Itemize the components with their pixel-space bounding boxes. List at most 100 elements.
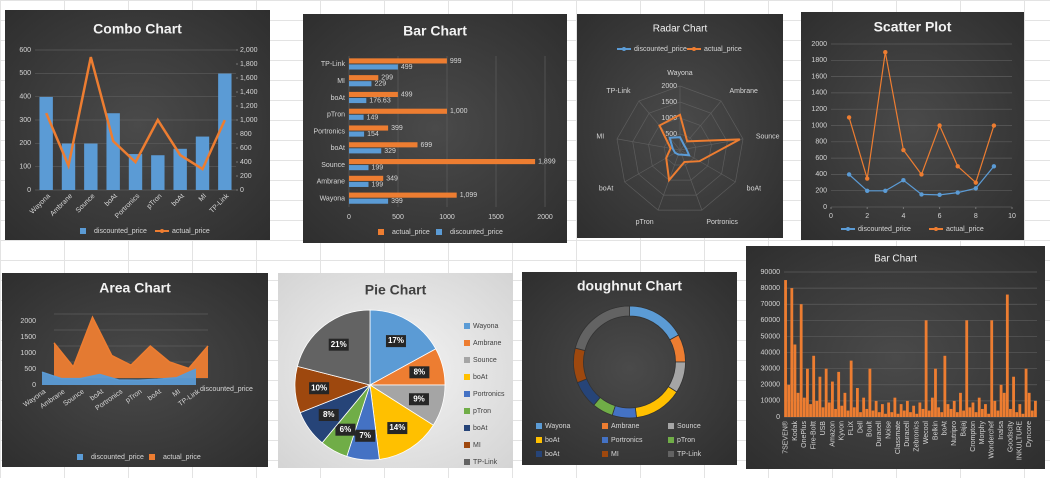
value-label: 199: [372, 181, 384, 188]
y-tick-label: 600: [19, 47, 31, 54]
bar: [921, 408, 925, 417]
value-label: 499: [401, 91, 413, 98]
bar: [349, 131, 365, 137]
x-tick-label: 0: [829, 213, 833, 220]
slice-label: 7%: [359, 431, 371, 440]
legend-swatch: [464, 442, 470, 448]
bar: [824, 368, 828, 417]
bar: [793, 344, 797, 417]
bar: [880, 404, 884, 417]
series-axis-label: discounted_price: [200, 386, 253, 393]
y-tick-label: Wayona: [320, 195, 346, 202]
value-label: 199: [372, 165, 384, 172]
x-tick-label: boAt: [171, 193, 186, 208]
bar: [924, 320, 928, 417]
y-tick-label: 1000: [20, 350, 36, 357]
bar: [968, 407, 972, 417]
x-tick-label: 500: [392, 214, 404, 221]
x-tick-label: Sounce: [62, 388, 86, 407]
category-label: Portronics: [706, 219, 738, 226]
value-label: 299: [381, 75, 393, 82]
x-tick-label: boAt: [104, 193, 119, 208]
value-label: 149: [367, 114, 379, 121]
slice-label: 17%: [388, 336, 404, 345]
bar: [784, 280, 787, 417]
x-tick-label: 7SEVEN®: [781, 420, 789, 454]
point: [865, 188, 870, 193]
bar: [151, 155, 165, 190]
bar: [128, 154, 143, 190]
slice-label: 14%: [389, 423, 405, 432]
r-tick-label: 500: [665, 131, 677, 138]
bar: [946, 404, 950, 417]
legend-swatch: [602, 437, 608, 443]
legend-swatch: [464, 408, 470, 414]
value-label: 176.63: [369, 98, 391, 105]
x-tick-label: 1000: [439, 214, 455, 221]
y-tick-label: 200: [815, 188, 827, 195]
y2-tick-label: 1,400: [240, 89, 258, 96]
legend-swatch: [464, 391, 470, 397]
area-edge: [41, 368, 197, 381]
line: [848, 52, 995, 184]
x-tick-label: Wonderchef: [989, 421, 996, 459]
y-tick-label: 1500: [20, 334, 36, 341]
chart-title: Pie Chart: [365, 282, 427, 298]
x-tick-label: Zebronics: [914, 421, 921, 452]
bar: [884, 413, 887, 417]
y-tick-label: 1200: [811, 106, 827, 113]
legend-label: boAt: [473, 425, 487, 432]
legend-label: discounted_price: [634, 46, 687, 53]
chart-panel: Area Chart0500100015002000WayonaAmbraneS…: [2, 273, 268, 467]
legend-swatch: [602, 451, 608, 457]
x-tick-label: Classmate: [895, 421, 902, 454]
x-tick-label: OnePlus: [801, 421, 808, 448]
x-tick-label: pTron: [146, 193, 164, 211]
y-tick-label: 50000: [761, 333, 781, 340]
legend-swatch: [160, 229, 164, 233]
spoke: [679, 100, 722, 151]
chart-title: Radar Chart: [653, 24, 708, 35]
bar: [852, 407, 856, 417]
legend-label: actual_price: [392, 229, 430, 236]
bar: [874, 400, 878, 417]
y-tick-label: 20000: [761, 382, 781, 389]
bar: [896, 413, 900, 417]
legend-swatch: [464, 357, 470, 363]
legend-label: pTron: [677, 437, 695, 444]
y-tick-label: 2000: [811, 41, 827, 48]
legend-swatch: [668, 423, 674, 429]
slice: [611, 405, 637, 419]
point: [991, 123, 997, 128]
y-tick-label: 1600: [811, 73, 827, 80]
bar: [962, 410, 966, 417]
point: [901, 147, 906, 153]
y-tick-label: Sounce: [321, 162, 345, 169]
bar: [843, 392, 847, 417]
legend-swatch: [77, 454, 83, 460]
y-tick-label: 90000: [761, 269, 781, 276]
legend-label: Wayona: [473, 323, 499, 330]
bar: [349, 148, 382, 154]
x-tick-label: boAt: [942, 421, 949, 435]
y-tick-label: MI: [337, 78, 345, 85]
legend-label: MI: [473, 442, 481, 449]
y-tick-label: boAt: [331, 145, 345, 152]
legend-label: boAt: [473, 374, 487, 381]
bar: [849, 360, 853, 417]
category-label: pTron: [636, 219, 654, 226]
label-box: [409, 366, 430, 379]
y-tick-label: 30000: [761, 366, 781, 373]
r-tick-label: 1000: [661, 115, 677, 122]
value-label: 499: [401, 64, 413, 71]
point: [919, 172, 924, 177]
chart-panel: Combo Chart 0 100 200 300 400 500 600 0 200 400 600…: [5, 10, 270, 240]
legend-label: pTron: [473, 408, 491, 415]
value-label: 999: [450, 58, 462, 65]
point: [883, 50, 888, 55]
legend-swatch: [602, 423, 608, 429]
y-tick-label: 0: [823, 204, 827, 211]
y-tick-label: 1000: [811, 122, 827, 129]
bar: [918, 402, 922, 417]
